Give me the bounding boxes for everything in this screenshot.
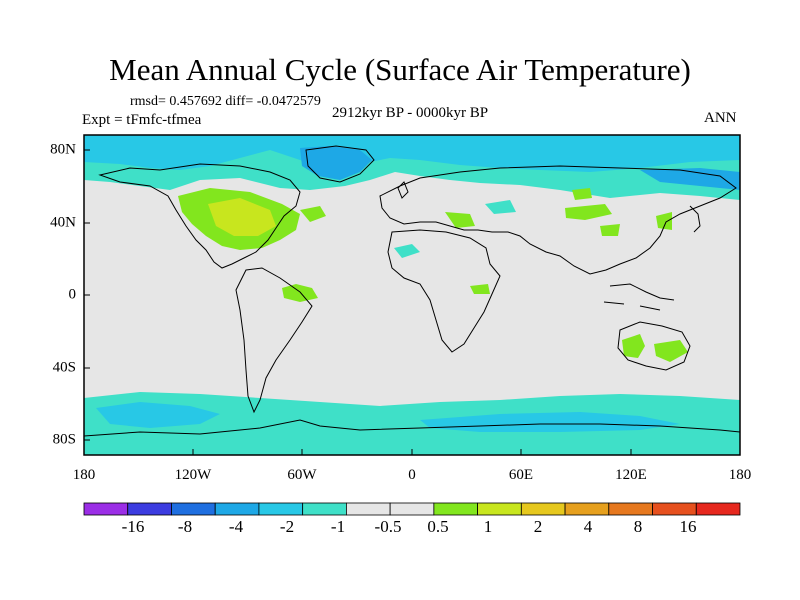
colorbar-label: -0.5 (374, 517, 402, 536)
y-tick-label: 0 (68, 286, 77, 303)
colorbar-label: -16 (121, 517, 145, 536)
colorbar-swatch (345, 502, 391, 516)
colorbar-swatch (652, 502, 697, 516)
pacific-warming (656, 212, 672, 230)
africa-coast (387, 229, 501, 353)
colorbar-label: 1 (483, 517, 493, 536)
north-america-coast (98, 163, 301, 269)
colorbar-swatch (695, 502, 741, 516)
colorbar-label: 4 (583, 517, 593, 536)
plot-title: Mean Annual Cycle (Surface Air Temperatu… (109, 52, 691, 87)
colorbar-swatch (608, 502, 653, 516)
colorbar-swatch (258, 502, 304, 516)
antarctica-land-band (84, 440, 740, 455)
greenland-coast (305, 145, 375, 183)
eurasia-warming-3 (572, 188, 592, 200)
tick-marks (83, 149, 741, 455)
colorbar-label: 0.5 (427, 517, 449, 536)
colorbar-swatch (433, 502, 479, 516)
arctic-strong-cooling (84, 135, 740, 172)
southern-ocean-cooling (84, 392, 740, 455)
colorbar (83, 502, 741, 516)
x-tick-label: 60E (508, 467, 534, 483)
y-tick-label: 40S (52, 359, 76, 376)
greenland-cooling (300, 146, 372, 180)
central-asia-cooling (485, 200, 516, 214)
australia-warming-1 (622, 334, 645, 358)
colorbar-swatch (477, 502, 522, 516)
colorbar-label: 16 (679, 517, 697, 536)
antarctica-cooling (420, 412, 680, 432)
colorbar-swatch (171, 502, 216, 516)
x-tick-label: 60W (287, 467, 317, 483)
southern-ocean-strong-cooling (96, 402, 220, 428)
colorbar-swatch (83, 502, 129, 516)
colorbar-swatch (564, 502, 610, 516)
colorbar-label: -4 (228, 517, 244, 536)
north-africa-warming (470, 284, 490, 294)
season-label: ANN (704, 110, 737, 126)
map-area (84, 135, 740, 455)
antarctica-coast (84, 419, 740, 437)
north-pacific-cooling (640, 168, 740, 190)
africa-warming (282, 284, 318, 302)
y-tick-label: 80S (52, 431, 76, 448)
period-label: 2912kyr BP - 0000kyr BP (331, 105, 489, 121)
north-america-strong-warming (208, 198, 276, 236)
west-africa-cooling (394, 244, 420, 258)
y-tick-label: 40N (50, 214, 76, 231)
australia-coast (617, 321, 691, 371)
x-tick-label: 120E (615, 467, 647, 483)
colorbar-swatch (214, 502, 260, 516)
colorbar-label: 8 (633, 517, 643, 536)
colorbar-swatch (389, 502, 435, 516)
eurasia-warming-1 (445, 212, 475, 228)
x-tick-label: 120W (174, 467, 212, 483)
uk-coast (397, 181, 409, 199)
south-america-coast (235, 267, 313, 414)
colorbar-label: -8 (177, 517, 193, 536)
experiment-label: Expt = tFmfc-tfmea (82, 112, 202, 128)
colorbar-swatch (302, 502, 347, 516)
colorbar-label: -2 (279, 517, 295, 536)
stats-label: rmsd= 0.457692 diff= -0.0472579 (130, 94, 321, 109)
y-tick-label: 80N (50, 141, 76, 158)
australia-warming-2 (654, 340, 688, 362)
japan-coast (689, 205, 701, 233)
x-tick-label: 180 (728, 467, 752, 483)
colorbar-label: -1 (330, 517, 346, 536)
asia-warming-4 (600, 224, 620, 236)
indonesia-coast (603, 283, 675, 311)
eurasia-warming-2 (565, 204, 612, 220)
north-atlantic-warming (300, 206, 326, 222)
coastlines (84, 145, 740, 437)
colorbar-label: 2 (533, 517, 543, 536)
x-tick-label: 0 (408, 467, 416, 483)
colorbar-swatch (520, 502, 566, 516)
x-tick-label: 180 (72, 467, 96, 483)
eurasia-coast (379, 165, 737, 275)
colorbar-swatch (127, 502, 172, 516)
